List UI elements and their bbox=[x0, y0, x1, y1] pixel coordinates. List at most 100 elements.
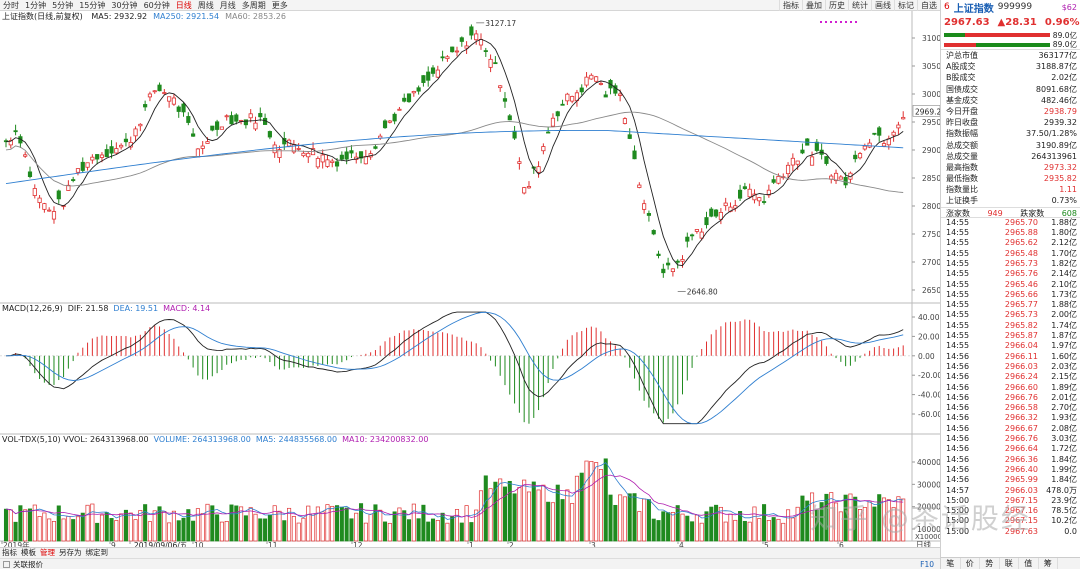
tick-price: 2966.76 bbox=[1004, 392, 1038, 402]
tick-price: 2965.66 bbox=[1004, 289, 1038, 299]
volume-bar bbox=[368, 513, 373, 542]
period-label: 日线 bbox=[916, 539, 931, 547]
candle-body bbox=[152, 90, 157, 93]
volume-bar bbox=[901, 498, 906, 542]
quote-tab[interactable]: 联 bbox=[1000, 558, 1019, 569]
candle-body bbox=[42, 203, 47, 210]
period-tab[interactable]: 月线 bbox=[219, 1, 236, 10]
volume-bar bbox=[191, 520, 196, 542]
volume-bar bbox=[589, 460, 594, 542]
template-tab[interactable]: 指标 bbox=[2, 548, 17, 557]
volume-bar bbox=[594, 462, 599, 542]
volume-bar bbox=[75, 516, 80, 542]
tick-volume: 78.5亿 bbox=[1051, 506, 1077, 516]
volume-bar bbox=[747, 521, 752, 542]
volume-bar bbox=[704, 511, 709, 542]
volume-bar bbox=[18, 505, 23, 542]
template-tab[interactable]: 模板 bbox=[21, 548, 36, 557]
period-tab[interactable]: 60分钟 bbox=[143, 1, 170, 10]
kline-chart[interactable]: 3100305030002950290028502800275027002650… bbox=[0, 11, 940, 547]
volume-bar bbox=[128, 512, 133, 542]
candle-body bbox=[771, 179, 776, 183]
volume-bar bbox=[181, 517, 186, 542]
quote-name[interactable]: 上证指数 bbox=[953, 3, 994, 15]
candle-body bbox=[651, 230, 656, 235]
candle-body bbox=[800, 149, 805, 154]
period-tab[interactable]: 多周期 bbox=[241, 1, 266, 10]
period-tab[interactable]: 15分钟 bbox=[79, 1, 106, 10]
volume-bar bbox=[315, 506, 320, 542]
period-tab[interactable]: 30分钟 bbox=[111, 1, 138, 10]
volume-bar bbox=[862, 507, 867, 542]
candle-body bbox=[833, 172, 839, 182]
volume-bar bbox=[637, 511, 642, 542]
quote-tab[interactable]: 值 bbox=[1019, 558, 1039, 569]
tick-volume: 1.60亿 bbox=[1051, 351, 1077, 361]
quote-change: ▲28.31 bbox=[997, 16, 1037, 28]
candle-body bbox=[229, 115, 234, 125]
period-tab[interactable]: 周线 bbox=[197, 1, 214, 10]
quote-tab[interactable]: 势 bbox=[980, 558, 1000, 569]
f10-button[interactable]: F10 bbox=[920, 559, 934, 569]
period-tab[interactable]: 5分钟 bbox=[52, 1, 74, 10]
candle-body bbox=[277, 149, 282, 158]
volume-bar bbox=[363, 522, 368, 542]
period-tab[interactable]: 日线 bbox=[175, 1, 192, 10]
kline-chart-area[interactable]: 3100 3050 3000 2950 2900 2850 2800 2750 2700 2650… bbox=[0, 11, 940, 547]
price-tick-label: 2850 bbox=[922, 174, 940, 183]
tool-tab[interactable]: 历史 bbox=[825, 0, 848, 11]
tick-volume: 2.12亿 bbox=[1051, 238, 1077, 248]
volume-bar bbox=[27, 508, 33, 542]
volume-bar bbox=[210, 505, 215, 542]
price-tick-label: 2800 bbox=[922, 202, 940, 211]
template-tab[interactable]: 绑定到 bbox=[85, 548, 109, 557]
candle-body bbox=[95, 154, 100, 160]
template-tab[interactable]: 管理 bbox=[40, 548, 55, 557]
volume-bar bbox=[339, 506, 344, 542]
volume-bar bbox=[579, 472, 584, 542]
tool-tab[interactable]: 指标 bbox=[779, 0, 802, 11]
tool-tab[interactable]: 叠加 bbox=[802, 0, 825, 11]
candle-body bbox=[761, 201, 767, 203]
quote-tab[interactable]: 筹 bbox=[1039, 558, 1058, 569]
tick-row: 14:56 2966.32 1.93亿 bbox=[941, 413, 1080, 423]
tick-row: 14:56 2966.40 1.99亿 bbox=[941, 465, 1080, 475]
tick-price: 2967.15 bbox=[1004, 516, 1038, 526]
tick-row: 14:55 2965.46 2.10亿 bbox=[941, 280, 1080, 290]
quote-tab[interactable]: 笔 bbox=[941, 558, 961, 569]
tick-list[interactable]: 14:55 2965.70 1.88亿 14:55 2965.88 1.80亿 14:55 2… bbox=[941, 218, 1080, 537]
tick-row: 14:56 2966.76 3.03亿 bbox=[941, 434, 1080, 444]
stat-label: 沪总市值 bbox=[946, 51, 978, 60]
tick-volume: 2.14亿 bbox=[1051, 269, 1077, 279]
tick-volume: 10.2亿 bbox=[1051, 516, 1077, 526]
tool-tab[interactable]: 画线 bbox=[871, 0, 894, 11]
candle-body bbox=[186, 116, 191, 123]
tool-tab[interactable]: 标记 bbox=[894, 0, 917, 11]
quote-badge[interactable]: $62 bbox=[1061, 2, 1077, 12]
period-tab[interactable]: 更多 bbox=[271, 1, 288, 10]
candle-body bbox=[723, 202, 728, 207]
vol-ma5-line bbox=[5, 462, 904, 520]
quote-stats: 沪总市值 363177亿 A股成交 3188.87亿 B股成交 2.02亿 国债成交 8091… bbox=[941, 50, 1080, 207]
tick-time: 14:56 bbox=[946, 444, 970, 454]
period-tab[interactable]: 1分钟 bbox=[25, 1, 47, 10]
volume-bar bbox=[742, 520, 747, 542]
stat-label: A股成交 bbox=[946, 62, 976, 72]
template-tab[interactable]: 另存为 bbox=[59, 548, 82, 557]
expand-icon[interactable] bbox=[3, 560, 10, 568]
status-link[interactable]: 关联报价 bbox=[13, 559, 43, 569]
quote-tab[interactable]: 价 bbox=[961, 558, 980, 569]
candle-body bbox=[205, 141, 210, 144]
volume-bar bbox=[311, 513, 316, 542]
current-price-label: 2969.2 bbox=[915, 107, 940, 116]
macd-legend-item: DIF: 21.58 bbox=[67, 304, 109, 313]
tool-tab[interactable]: 自选 bbox=[917, 0, 940, 11]
tick-row: 14:56 2966.60 1.89亿 bbox=[941, 383, 1080, 393]
period-tab[interactable]: 分时 bbox=[3, 1, 19, 10]
tick-row: 15:00 2967.16 78.5亿 bbox=[941, 506, 1080, 516]
candle-body bbox=[119, 144, 124, 148]
tick-time: 14:55 bbox=[946, 289, 970, 299]
tool-tab[interactable]: 统计 bbox=[848, 0, 871, 11]
volume-bar bbox=[517, 487, 522, 542]
candle-body bbox=[349, 150, 354, 154]
